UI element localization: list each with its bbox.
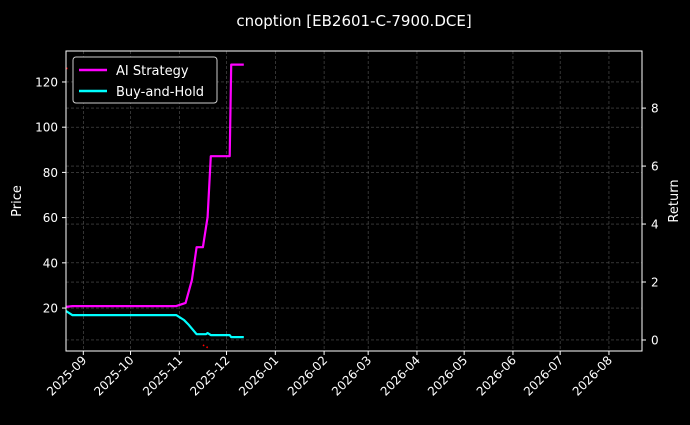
x-tick-label: 2026-01 <box>236 353 281 398</box>
x-tick-label: 2025-12 <box>187 353 232 398</box>
ai-strategy-line <box>65 63 244 308</box>
y-left-tick-label: 120 <box>35 75 58 89</box>
grid <box>66 51 642 351</box>
x-tick-label: 2026-03 <box>329 353 374 398</box>
y-left-tick-label: 40 <box>43 256 58 270</box>
y-left-tick-label: 20 <box>43 302 58 316</box>
x-tick-label: 2026-06 <box>474 353 519 398</box>
series-lines <box>65 63 244 350</box>
chart-title: cnoption [EB2601-C-7900.DCE] <box>236 12 471 30</box>
plot-frame <box>65 50 643 352</box>
x-tick-label: 2025-11 <box>140 353 185 398</box>
y-right-tick-label: 8 <box>651 102 659 116</box>
y-left-tick-label: 60 <box>43 211 58 225</box>
y-right-tick-label: 4 <box>651 218 659 232</box>
x-tick-label: 2025-10 <box>91 353 136 398</box>
x-tick-label: 2026-02 <box>285 353 330 398</box>
x-tick-label: 2026-05 <box>425 353 470 398</box>
y-left-tick-label: 100 <box>35 121 58 135</box>
y-right-tick-label: 0 <box>651 333 659 347</box>
y-axis-left-label: Price <box>10 185 25 217</box>
buy-and-hold-line <box>65 310 244 339</box>
y-axis-left: 20 40 60 80 100 120 <box>35 75 66 316</box>
legend-box <box>72 56 218 104</box>
y-axis-right-label: Return <box>667 179 682 222</box>
y-right-tick-label: 6 <box>651 160 659 174</box>
legend: AI Strategy Buy-and-Hold <box>72 56 218 104</box>
legend-label-strategy: AI Strategy <box>116 64 189 79</box>
y-right-tick-label: 2 <box>651 276 659 290</box>
x-tick-label: 2026-08 <box>570 353 615 398</box>
y-axis-right: 0 2 4 6 8 <box>642 102 659 347</box>
y-left-tick-label: 80 <box>43 166 58 180</box>
x-axis: 2025-09 2025-10 2025-11 2025-12 2026-01 2026-… <box>44 351 615 399</box>
x-tick-label: 2026-07 <box>521 353 566 398</box>
x-tick-label: 2025-09 <box>44 353 89 398</box>
legend-label-buy-hold: Buy-and-Hold <box>116 85 204 100</box>
price-line <box>202 344 210 350</box>
x-tick-label: 2026-04 <box>378 353 423 398</box>
